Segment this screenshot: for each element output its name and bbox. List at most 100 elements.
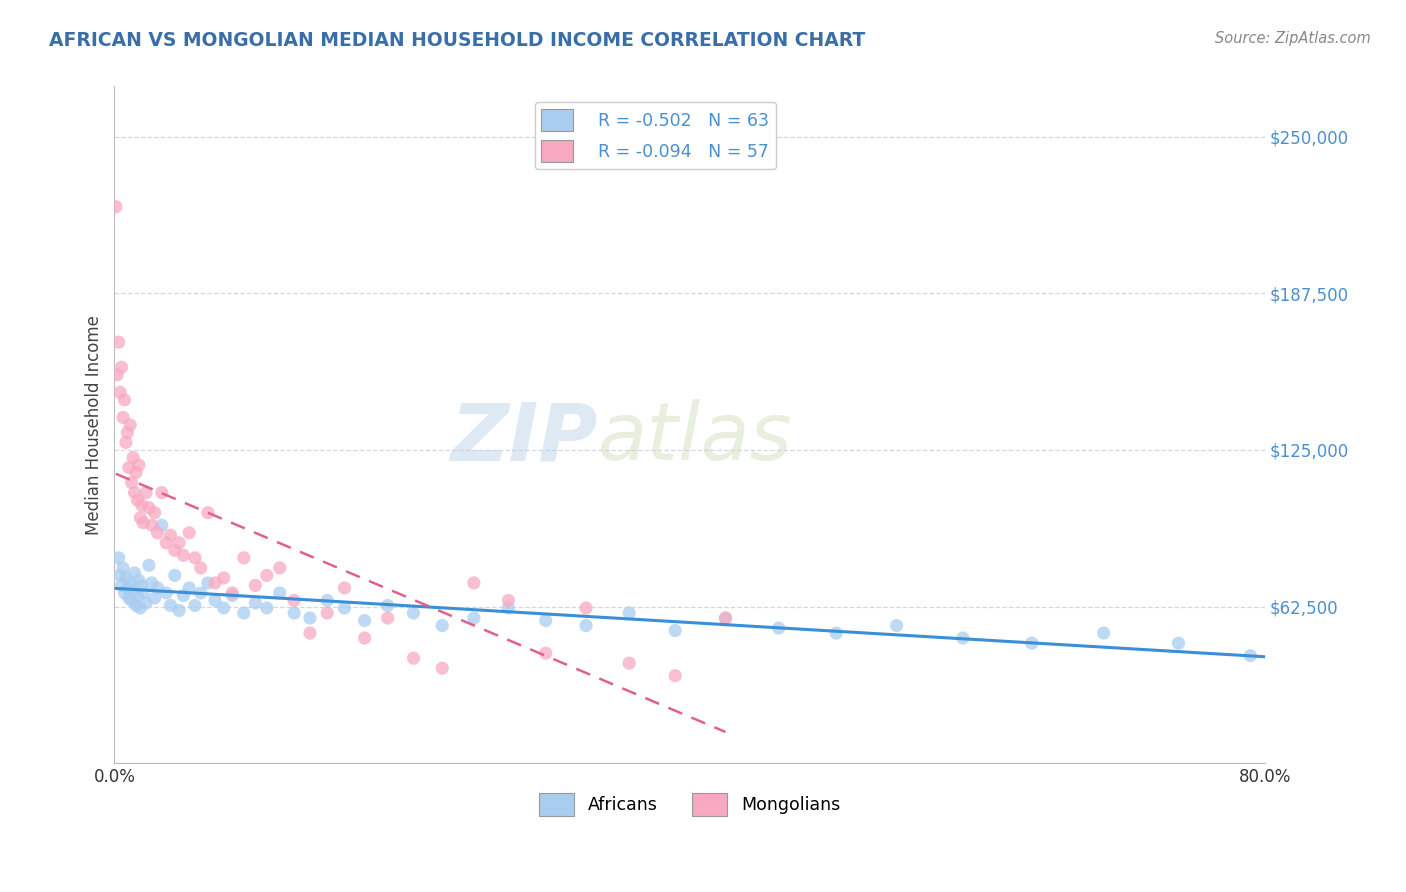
Africans: [952, 631, 974, 645]
Africans: [179, 581, 201, 595]
Mongolians: [132, 516, 155, 530]
Text: ZIP: ZIP: [450, 400, 598, 477]
Africans: [298, 611, 321, 625]
Africans: [463, 611, 485, 625]
Mongolians: [118, 460, 141, 475]
Mongolians: [245, 578, 267, 592]
Mongolians: [212, 571, 235, 585]
Africans: [150, 518, 173, 533]
Africans: [197, 575, 219, 590]
Mongolians: [104, 200, 127, 214]
Mongolians: [135, 485, 157, 500]
Africans: [108, 568, 131, 582]
Africans: [141, 575, 163, 590]
Africans: [122, 583, 145, 598]
Africans: [143, 591, 166, 605]
Africans: [121, 593, 143, 607]
Mongolians: [463, 575, 485, 590]
Mongolians: [138, 500, 160, 515]
Africans: [138, 558, 160, 573]
Africans: [1092, 626, 1115, 640]
Mongolians: [114, 392, 136, 407]
Africans: [617, 606, 640, 620]
Africans: [125, 599, 148, 613]
Mongolians: [256, 568, 278, 582]
Mongolians: [155, 536, 177, 550]
Mongolians: [117, 425, 139, 440]
Mongolians: [112, 410, 135, 425]
Mongolians: [105, 368, 128, 382]
Africans: [886, 618, 908, 632]
Africans: [124, 566, 146, 580]
Africans: [1021, 636, 1043, 650]
Mongolians: [127, 493, 149, 508]
Mongolians: [269, 561, 291, 575]
Africans: [768, 621, 790, 635]
Africans: [498, 601, 520, 615]
Mongolians: [575, 601, 598, 615]
Africans: [155, 586, 177, 600]
Text: AFRICAN VS MONGOLIAN MEDIAN HOUSEHOLD INCOME CORRELATION CHART: AFRICAN VS MONGOLIAN MEDIAN HOUSEHOLD IN…: [49, 31, 866, 50]
Africans: [283, 606, 305, 620]
Africans: [714, 611, 737, 625]
Africans: [112, 561, 135, 575]
Mongolians: [163, 543, 186, 558]
Mongolians: [150, 485, 173, 500]
Africans: [825, 626, 848, 640]
Africans: [333, 601, 356, 615]
Africans: [232, 606, 254, 620]
Mongolians: [122, 450, 145, 465]
Y-axis label: Median Household Income: Median Household Income: [86, 315, 103, 535]
Africans: [120, 575, 142, 590]
Africans: [377, 599, 399, 613]
Mongolians: [664, 669, 686, 683]
Africans: [316, 593, 339, 607]
Mongolians: [402, 651, 425, 665]
Africans: [1167, 636, 1189, 650]
Africans: [159, 599, 181, 613]
Africans: [353, 614, 375, 628]
Africans: [127, 589, 149, 603]
Mongolians: [121, 475, 143, 490]
Africans: [110, 578, 132, 592]
Africans: [269, 586, 291, 600]
Africans: [107, 550, 129, 565]
Mongolians: [221, 586, 243, 600]
Text: Source: ZipAtlas.com: Source: ZipAtlas.com: [1215, 31, 1371, 46]
Africans: [190, 586, 212, 600]
Mongolians: [179, 525, 201, 540]
Africans: [114, 586, 136, 600]
Mongolians: [184, 550, 207, 565]
Africans: [128, 574, 150, 588]
Mongolians: [498, 593, 520, 607]
Mongolians: [204, 575, 226, 590]
Mongolians: [110, 360, 132, 375]
Africans: [432, 618, 454, 632]
Mongolians: [128, 458, 150, 472]
Mongolians: [197, 506, 219, 520]
Africans: [534, 614, 557, 628]
Africans: [135, 596, 157, 610]
Africans: [115, 571, 138, 585]
Africans: [245, 596, 267, 610]
Mongolians: [353, 631, 375, 645]
Mongolians: [283, 593, 305, 607]
Africans: [118, 591, 141, 605]
Mongolians: [107, 335, 129, 350]
Africans: [402, 606, 425, 620]
Mongolians: [146, 525, 169, 540]
Africans: [184, 599, 207, 613]
Africans: [129, 601, 152, 615]
Mongolians: [232, 550, 254, 565]
Mongolians: [172, 549, 194, 563]
Africans: [1239, 648, 1261, 663]
Mongolians: [115, 435, 138, 450]
Africans: [131, 578, 153, 592]
Africans: [163, 568, 186, 582]
Africans: [146, 581, 169, 595]
Africans: [212, 601, 235, 615]
Africans: [664, 624, 686, 638]
Mongolians: [131, 498, 153, 512]
Mongolians: [141, 518, 163, 533]
Mongolians: [167, 536, 190, 550]
